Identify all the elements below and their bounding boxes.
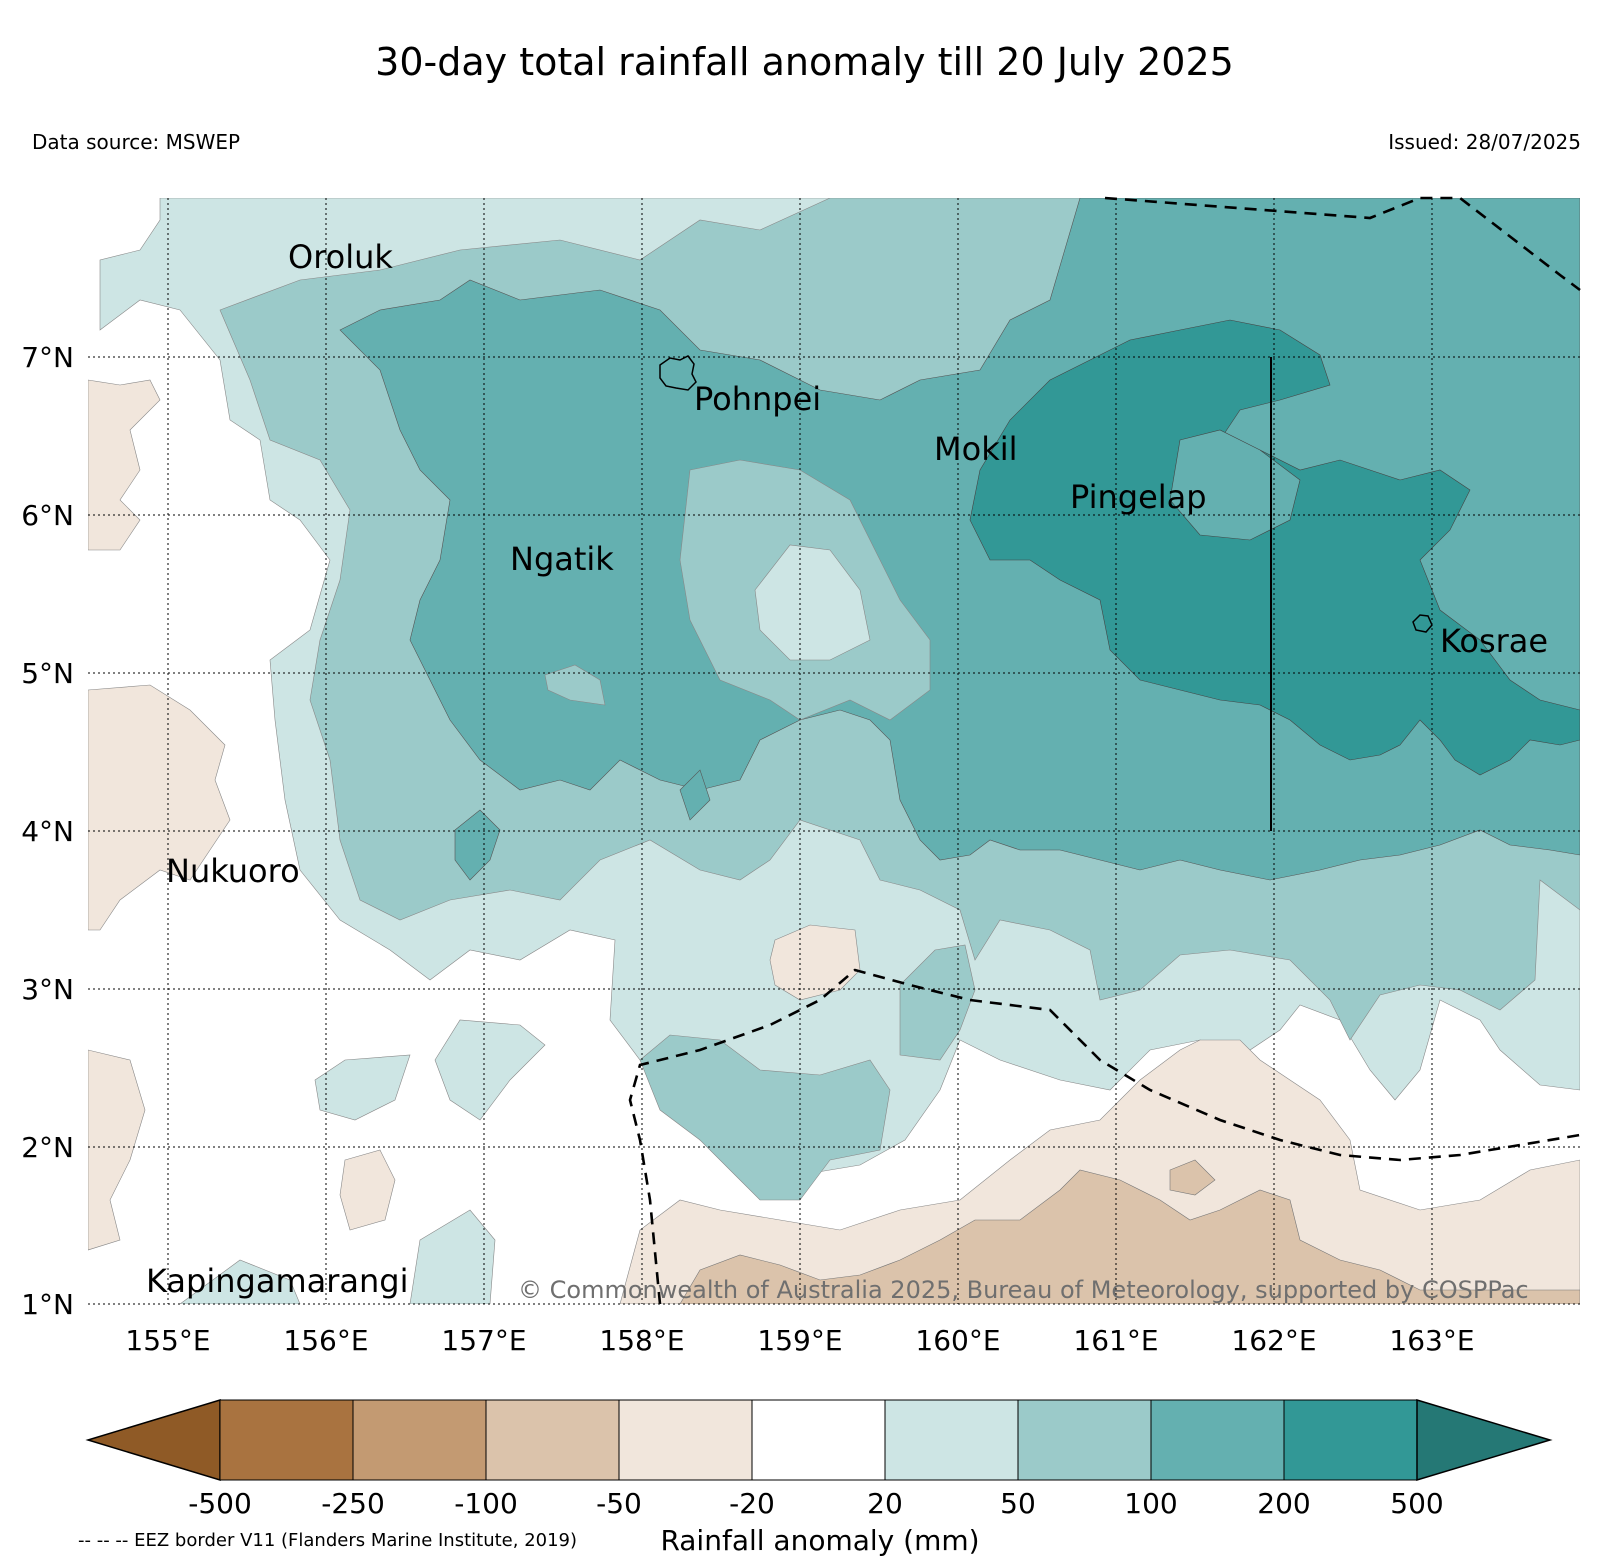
island-label-kosrae: Kosrae: [1440, 622, 1548, 660]
anomaly-zone-neg50-neg20: [88, 684, 231, 931]
longitude-labels: 155°E 156°E 157°E 158°E 159°E 160°E 161°…: [125, 1324, 1474, 1357]
data-source-label: Data source: MSWEP: [32, 130, 241, 154]
copyright-notice: © Commonwealth of Australia 2025, Bureau…: [518, 1276, 1529, 1304]
anomaly-zone-neg50-neg20: [619, 1039, 1580, 1304]
colorbar-tick-label: 20: [867, 1487, 903, 1520]
anomaly-zone-100-200: [679, 769, 711, 821]
island-label-pingelap: Pingelap: [1070, 478, 1207, 516]
lat-label: 7°N: [21, 341, 74, 374]
colorbar-segment: [485, 1399, 620, 1481]
anomaly-zone-neg100-neg50: [679, 1169, 1580, 1304]
anomaly-zone-50-100: [639, 1034, 891, 1201]
anomaly-zone-50-100: [899, 944, 976, 1061]
colorbar-segment: [1150, 1399, 1285, 1481]
eez-border: [628, 196, 1581, 1305]
anomaly-zone-neg50-neg20: [769, 924, 861, 1001]
pohnpei-outline: [659, 355, 697, 391]
colorbar-segment: [352, 1399, 487, 1481]
island-label-oroluk: Oroluk: [288, 238, 393, 276]
lat-label: 3°N: [21, 973, 74, 1006]
colorbar-tick-label: -100: [454, 1487, 518, 1520]
anomaly-zone-neg100-neg50: [1169, 1159, 1216, 1196]
lon-label: 162°E: [1231, 1324, 1316, 1357]
map-field: [88, 198, 1580, 1304]
colorbar-ticks: -500 -250 -100 -50 -20 20 50 100 200 500: [188, 1487, 1444, 1520]
lon-label: 160°E: [915, 1324, 1000, 1357]
lat-label: 2°N: [21, 1131, 74, 1164]
lat-label: 5°N: [21, 657, 74, 690]
anomaly-zone-neg50-neg20: [88, 379, 161, 551]
island-label-pohnpei: Pohnpei: [694, 380, 821, 418]
colorbar-segment: [1017, 1399, 1152, 1481]
island-label-kapingamarangi: Kapingamarangi: [146, 1262, 408, 1300]
colorbar-tick-label: 100: [1124, 1487, 1177, 1520]
island-label-ngatik: Ngatik: [510, 540, 614, 578]
anomaly-zone-neg50-neg20: [339, 1149, 396, 1231]
colorbar-tick-label: 200: [1257, 1487, 1310, 1520]
anomaly-zone-20-50: [409, 1209, 496, 1304]
island-label-nukuoro: Nukuoro: [166, 852, 300, 890]
lat-label: 4°N: [21, 815, 74, 848]
lon-label: 163°E: [1389, 1324, 1474, 1357]
colorbar-segment: [219, 1399, 354, 1481]
colorbar-segment: [751, 1399, 886, 1481]
kosrae-outline: [1412, 614, 1433, 633]
colorbar-tick-label: -20: [729, 1487, 775, 1520]
colorbar-tick-label: 500: [1390, 1487, 1443, 1520]
lon-label: 161°E: [1073, 1324, 1158, 1357]
latitude-labels: 7°N 6°N 5°N 4°N 3°N 2°N 1°N: [21, 341, 74, 1321]
colorbar-axis-label: Rainfall anomaly (mm): [660, 1524, 980, 1557]
map-title: 30-day total rainfall anomaly till 20 Ju…: [375, 40, 1234, 84]
island-label-mokil: Mokil: [934, 430, 1018, 468]
colorbar-high-extend: [1416, 1398, 1553, 1482]
colorbar-tick-label: 50: [1000, 1487, 1036, 1520]
lon-label: 159°E: [757, 1324, 842, 1357]
lat-label: 1°N: [21, 1288, 74, 1321]
anomaly-zone-neg50-neg20: [88, 1049, 146, 1251]
lon-label: 155°E: [125, 1324, 210, 1357]
map-gridlines: [88, 198, 1580, 1305]
colorbar-tick-label: -50: [596, 1487, 642, 1520]
colorbar-tick-label: -500: [188, 1487, 252, 1520]
anomaly-zone-200-500: [1169, 429, 1301, 541]
anomaly-zone-20-50: [754, 544, 871, 661]
colorbar-segment: [884, 1399, 1019, 1481]
island-labels: Oroluk Pohnpei Mokil Pingelap Ngatik Kos…: [146, 238, 1548, 1300]
colorbar-segment: [1283, 1399, 1418, 1481]
anomaly-zone-20-50: [314, 1054, 411, 1121]
anomaly-zone-20-50: [434, 1019, 546, 1121]
lat-label: 6°N: [21, 499, 74, 532]
lon-label: 157°E: [441, 1324, 526, 1357]
lon-label: 158°E: [599, 1324, 684, 1357]
colorbar-tick-label: -250: [321, 1487, 385, 1520]
colorbar: [85, 1398, 1553, 1482]
anomaly-zone-100-200: [454, 809, 501, 881]
colorbar-low-extend: [85, 1398, 221, 1482]
anomaly-zone-20-50: [179, 1259, 301, 1304]
lon-label: 156°E: [283, 1324, 368, 1357]
eez-border-note: -- -- -- EEZ border V11 (Flanders Marine…: [78, 1530, 578, 1551]
anomaly-zone-200-500: [969, 319, 1580, 776]
colorbar-segment: [618, 1399, 753, 1481]
issued-date-label: Issued: 28/07/2025: [1388, 130, 1581, 154]
anomaly-zone-50-100: [544, 664, 606, 706]
